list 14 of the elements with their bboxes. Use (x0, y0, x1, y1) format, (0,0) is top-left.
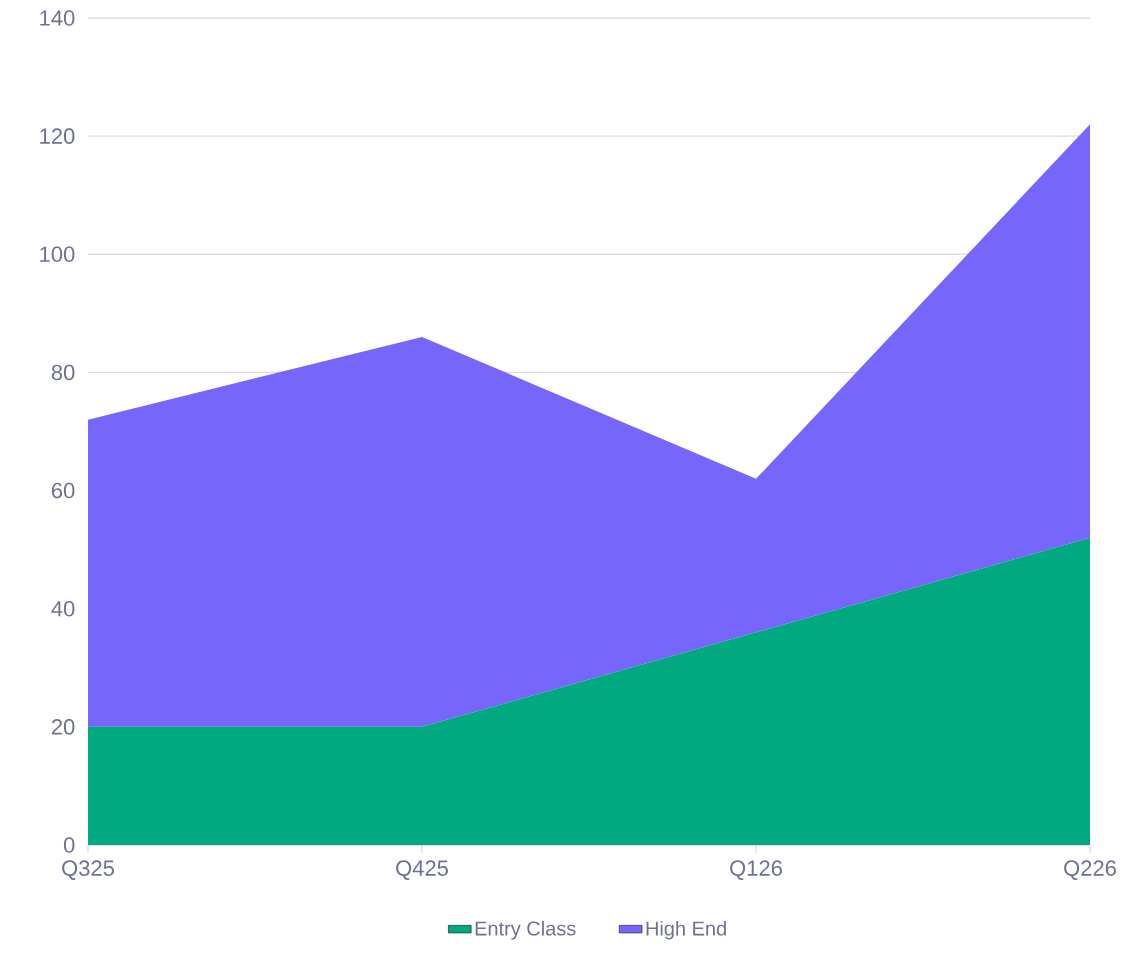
x-tick-label: Q325 (62, 860, 114, 880)
y-tick-label: 0 (63, 837, 75, 853)
y-tick-label: 20 (51, 719, 75, 735)
y-tick-label: 60 (51, 482, 75, 499)
y-tick-label: 140 (40, 10, 75, 26)
x-tick-label: Q425 (396, 860, 448, 880)
y-tick-label: 80 (51, 364, 75, 381)
x-tick-label: Q226 (1064, 860, 1116, 880)
y-tick-label: 40 (51, 600, 75, 617)
y-tick-label: 100 (40, 246, 75, 263)
y-tick-label: 120 (40, 128, 75, 144)
legend-label: High End (646, 920, 726, 940)
x-tick-label: Q126 (730, 860, 782, 880)
legend-label: Entry Class (475, 920, 576, 940)
